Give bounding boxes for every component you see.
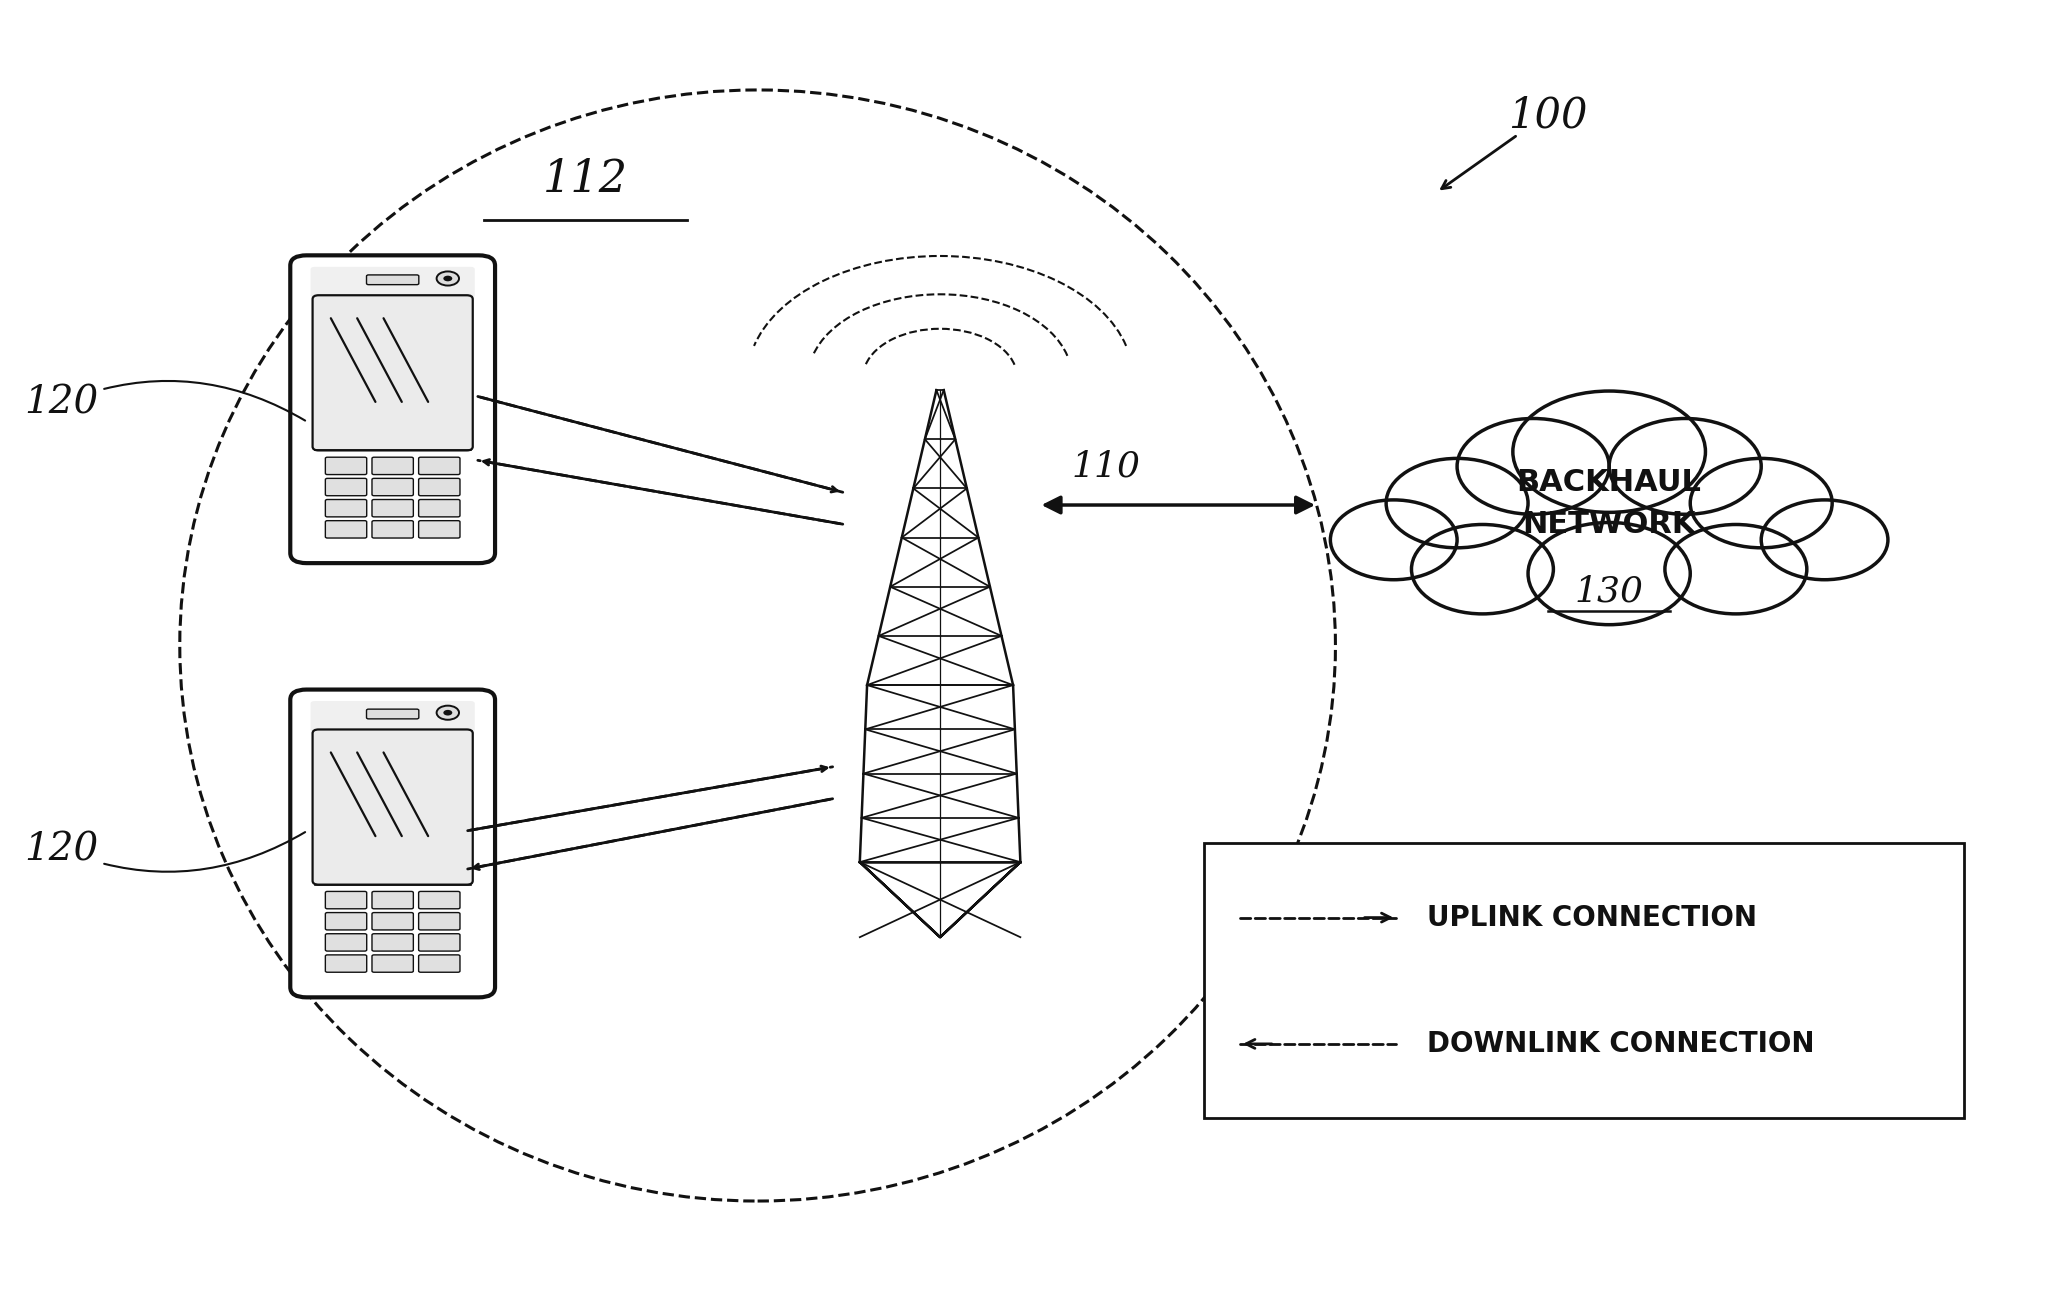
FancyBboxPatch shape xyxy=(326,891,367,909)
FancyBboxPatch shape xyxy=(310,267,474,298)
Circle shape xyxy=(1691,458,1832,547)
Text: UPLINK CONNECTION: UPLINK CONNECTION xyxy=(1426,904,1757,932)
FancyBboxPatch shape xyxy=(312,296,472,451)
FancyBboxPatch shape xyxy=(326,479,367,496)
FancyBboxPatch shape xyxy=(326,955,367,972)
Circle shape xyxy=(1664,524,1808,615)
FancyBboxPatch shape xyxy=(371,457,412,475)
Text: 130: 130 xyxy=(1574,574,1644,609)
FancyBboxPatch shape xyxy=(371,913,412,930)
Text: 120: 120 xyxy=(25,831,306,871)
Circle shape xyxy=(443,276,451,281)
FancyBboxPatch shape xyxy=(289,256,495,563)
FancyBboxPatch shape xyxy=(367,709,419,719)
Text: 120: 120 xyxy=(25,381,306,421)
Text: 110: 110 xyxy=(1071,449,1141,484)
FancyBboxPatch shape xyxy=(310,701,474,732)
Circle shape xyxy=(1457,418,1609,514)
FancyBboxPatch shape xyxy=(419,479,460,496)
FancyBboxPatch shape xyxy=(326,913,367,930)
FancyBboxPatch shape xyxy=(419,520,460,538)
FancyBboxPatch shape xyxy=(326,457,367,475)
Circle shape xyxy=(1761,500,1888,580)
FancyBboxPatch shape xyxy=(419,955,460,972)
FancyBboxPatch shape xyxy=(371,520,412,538)
FancyBboxPatch shape xyxy=(371,955,412,972)
Circle shape xyxy=(443,710,451,715)
Text: BACKHAUL: BACKHAUL xyxy=(1516,467,1701,497)
FancyBboxPatch shape xyxy=(326,933,367,951)
Circle shape xyxy=(437,706,460,720)
FancyBboxPatch shape xyxy=(371,479,412,496)
FancyBboxPatch shape xyxy=(419,913,460,930)
Circle shape xyxy=(1330,500,1457,580)
Bar xyxy=(1205,843,1964,1118)
Text: 112: 112 xyxy=(542,158,628,201)
FancyBboxPatch shape xyxy=(371,500,412,516)
Text: NETWORK: NETWORK xyxy=(1523,510,1695,538)
Circle shape xyxy=(1412,524,1553,615)
Text: 100: 100 xyxy=(1508,94,1588,137)
FancyBboxPatch shape xyxy=(419,933,460,951)
FancyBboxPatch shape xyxy=(419,500,460,516)
Text: DOWNLINK CONNECTION: DOWNLINK CONNECTION xyxy=(1426,1030,1814,1057)
FancyBboxPatch shape xyxy=(289,689,495,998)
Circle shape xyxy=(1609,418,1761,514)
FancyBboxPatch shape xyxy=(312,729,472,884)
Circle shape xyxy=(1512,391,1705,513)
FancyBboxPatch shape xyxy=(371,891,412,909)
Circle shape xyxy=(437,271,460,285)
FancyBboxPatch shape xyxy=(326,520,367,538)
FancyBboxPatch shape xyxy=(367,275,419,284)
FancyBboxPatch shape xyxy=(326,500,367,516)
Circle shape xyxy=(1529,523,1691,625)
FancyBboxPatch shape xyxy=(419,457,460,475)
FancyBboxPatch shape xyxy=(419,891,460,909)
Circle shape xyxy=(1387,458,1529,547)
FancyBboxPatch shape xyxy=(371,933,412,951)
